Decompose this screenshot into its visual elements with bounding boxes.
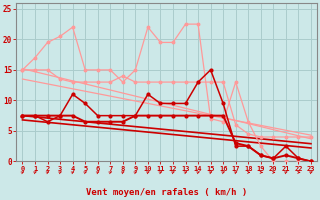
X-axis label: Vent moyen/en rafales ( km/h ): Vent moyen/en rafales ( km/h ) (86, 188, 247, 197)
